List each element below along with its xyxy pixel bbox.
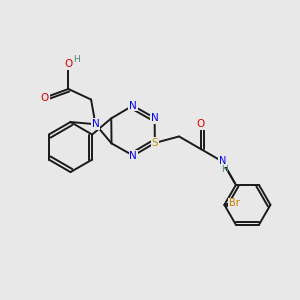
Text: O: O bbox=[196, 119, 205, 129]
Text: N: N bbox=[92, 119, 99, 129]
Text: O: O bbox=[64, 59, 73, 69]
Text: N: N bbox=[151, 113, 158, 123]
Text: N: N bbox=[219, 157, 226, 166]
Text: O: O bbox=[41, 92, 49, 103]
Text: H: H bbox=[73, 55, 80, 64]
Text: S: S bbox=[152, 138, 158, 148]
Text: H: H bbox=[221, 165, 227, 174]
Text: N: N bbox=[129, 151, 137, 161]
Text: N: N bbox=[129, 100, 137, 111]
Text: Br: Br bbox=[229, 198, 240, 208]
